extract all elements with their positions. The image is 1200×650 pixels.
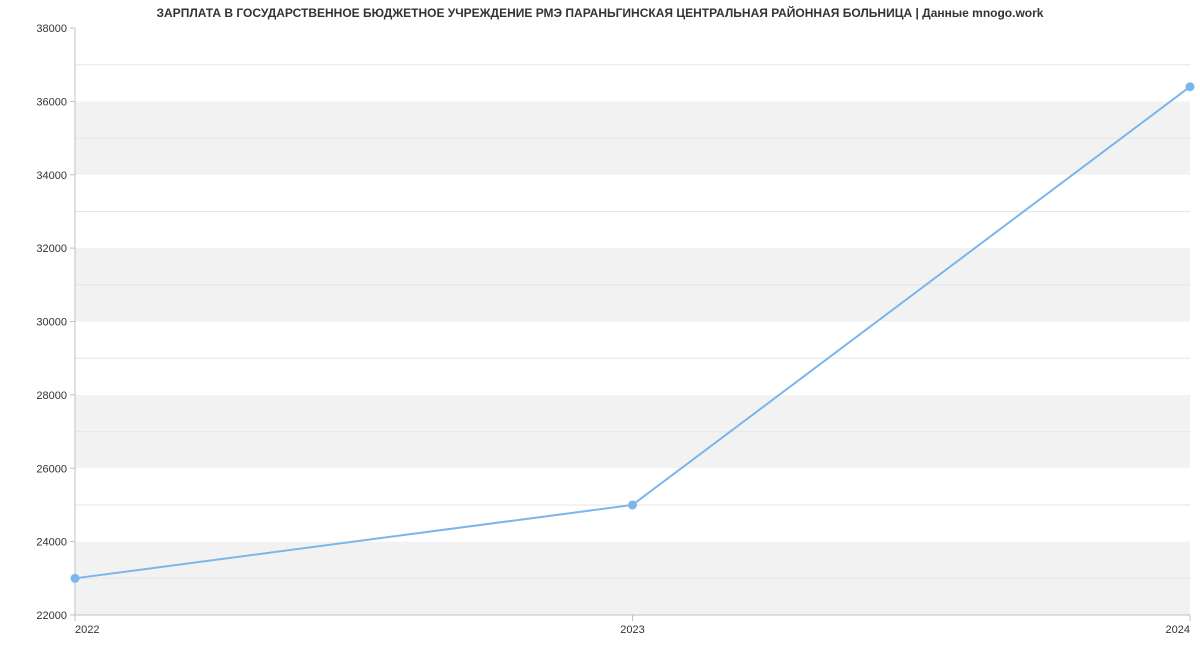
salary-line-chart: ЗАРПЛАТА В ГОСУДАРСТВЕННОЕ БЮДЖЕТНОЕ УЧР…: [0, 0, 1200, 650]
y-tick-label: 26000: [36, 463, 67, 475]
x-tick-label: 2024: [1166, 624, 1190, 636]
x-tick-label: 2023: [620, 624, 644, 636]
y-tick-label: 38000: [36, 23, 67, 35]
chart-title: ЗАРПЛАТА В ГОСУДАРСТВЕННОЕ БЮДЖЕТНОЕ УЧР…: [0, 6, 1200, 20]
y-tick-label: 36000: [36, 96, 67, 108]
chart-svg: 22000 24000 26000 28000 30000 32000 34000 36000…: [0, 0, 1200, 650]
y-tick-label: 30000: [36, 317, 67, 329]
y-tick-label: 24000: [36, 537, 67, 549]
y-tick-label: 28000: [36, 390, 67, 402]
data-point: [71, 574, 79, 582]
y-tick-label: 32000: [36, 243, 67, 255]
y-tick-label: 34000: [36, 170, 67, 182]
data-point: [1186, 83, 1194, 91]
data-point: [629, 501, 637, 509]
y-tick-label: 22000: [36, 610, 67, 622]
x-tick-label: 2022: [75, 624, 99, 636]
